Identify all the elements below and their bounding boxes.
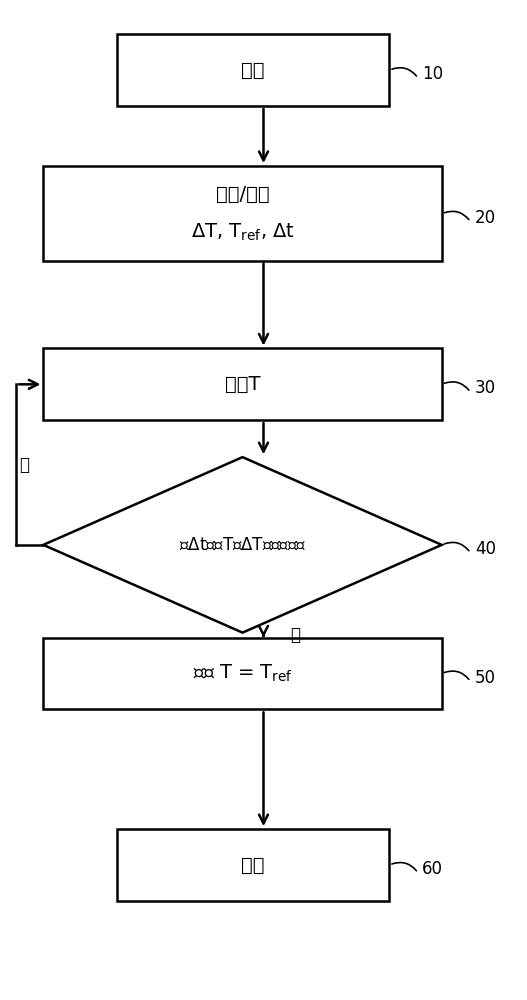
Text: 开始: 开始 bbox=[241, 61, 265, 80]
Bar bbox=[116, 829, 389, 901]
Text: $\Delta$T, T$_{\rm ref}$, $\Delta$t: $\Delta$T, T$_{\rm ref}$, $\Delta$t bbox=[191, 222, 295, 243]
Text: 20: 20 bbox=[475, 209, 496, 227]
Bar bbox=[116, 34, 389, 106]
Text: 在$\Delta$t期间T在$\Delta$T内大致恒定: 在$\Delta$t期间T在$\Delta$T内大致恒定 bbox=[179, 536, 306, 554]
Text: 测定T: 测定T bbox=[225, 375, 260, 394]
Text: 50: 50 bbox=[475, 669, 496, 687]
Bar bbox=[43, 638, 442, 709]
Text: 10: 10 bbox=[422, 65, 443, 83]
Polygon shape bbox=[43, 457, 442, 633]
Text: 是: 是 bbox=[290, 626, 300, 644]
Text: 否: 否 bbox=[18, 456, 28, 474]
Text: 结束: 结束 bbox=[241, 855, 265, 874]
Text: 30: 30 bbox=[475, 379, 496, 397]
Bar bbox=[43, 348, 442, 420]
Text: 60: 60 bbox=[422, 860, 443, 878]
Text: 设置 T = T$_{\rm ref}$: 设置 T = T$_{\rm ref}$ bbox=[192, 663, 292, 684]
Bar bbox=[43, 166, 442, 261]
Text: 指定/确定: 指定/确定 bbox=[216, 185, 269, 204]
Text: 40: 40 bbox=[475, 540, 496, 558]
